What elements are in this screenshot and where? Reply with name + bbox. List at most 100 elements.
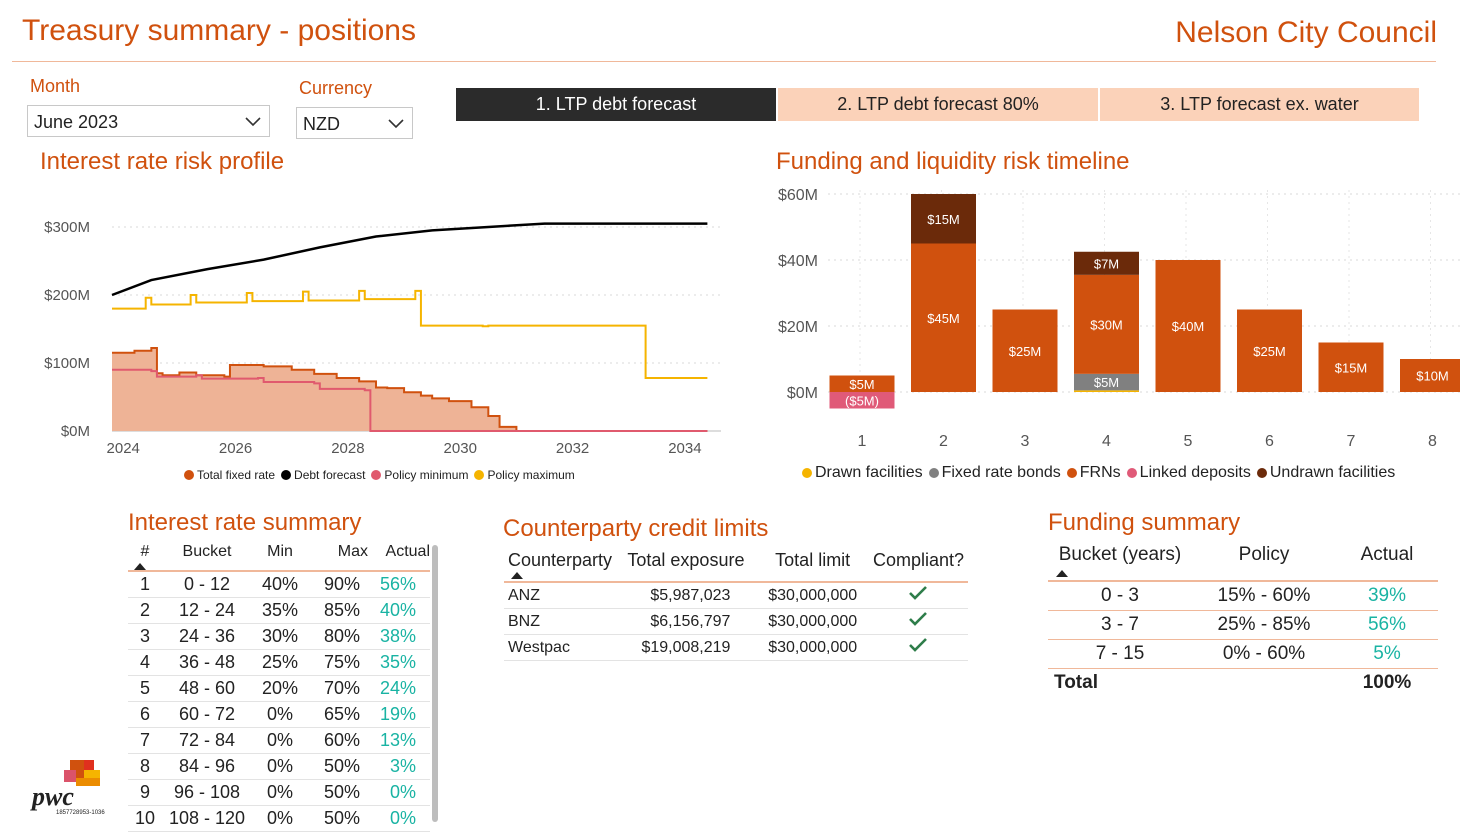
counterparty-title: Counterparty credit limits xyxy=(503,515,769,542)
counterparty-name: Westpac xyxy=(504,634,624,661)
series-line-total-fixed-rate xyxy=(112,347,708,432)
bar-frns[interactable] xyxy=(829,375,895,393)
legend-drawn-facilities: Drawn facilities xyxy=(802,464,923,482)
compliant-cell xyxy=(868,582,968,609)
bar-frns[interactable] xyxy=(1400,359,1460,392)
table-row[interactable]: 10 108 - 120 0% 50% 0% xyxy=(128,805,430,832)
bar-undrawn-facilities[interactable] xyxy=(1074,251,1139,275)
actual-cell: 56% xyxy=(368,571,430,598)
bar-frns[interactable] xyxy=(1318,342,1384,393)
data-label: ($5M) xyxy=(845,393,879,408)
funding-summary-title: Funding summary xyxy=(1048,509,1241,536)
table-row[interactable]: 3 - 7 25% - 85% 56% xyxy=(1048,610,1438,640)
x-tick-label: 2034 xyxy=(668,440,701,457)
currency-value: NZD xyxy=(303,114,340,134)
column-header-bucket[interactable]: Bucket xyxy=(182,543,232,560)
legend-label: Linked deposits xyxy=(1139,464,1251,481)
column-header-counterparty[interactable]: Counterparty xyxy=(504,550,623,582)
row-number: 2 xyxy=(128,597,162,624)
checkmark-icon xyxy=(909,612,928,626)
compliant-cell xyxy=(868,634,968,661)
column-header-number[interactable]: # xyxy=(128,543,162,571)
column-header-total-exposure[interactable]: Total exposure xyxy=(627,550,745,570)
bucket-cell: 60 - 72 xyxy=(162,701,252,728)
table-row[interactable]: 9 96 - 108 0% 50% 0% xyxy=(128,779,430,806)
tab-ltp-debt-forecast-80[interactable]: 2. LTP debt forecast 80% xyxy=(778,88,1098,121)
logo-mark-icon xyxy=(64,760,100,786)
actual-cell: 56% xyxy=(1336,610,1438,640)
data-label: $15M xyxy=(1335,360,1368,375)
bar-frns[interactable] xyxy=(911,243,976,393)
legend-dot xyxy=(371,470,382,480)
month-label: Month xyxy=(30,76,81,96)
data-label: $15M xyxy=(927,212,960,227)
max-cell: 50% xyxy=(308,753,368,780)
bar-frns[interactable] xyxy=(1074,274,1139,374)
y-tick-label: $60M xyxy=(778,187,818,204)
column-header-max[interactable]: Max xyxy=(337,543,368,560)
currency-dropdown[interactable]: NZD xyxy=(296,107,413,139)
table-row[interactable]: 2 12 - 24 35% 85% 40% xyxy=(128,597,430,624)
bar-frns[interactable] xyxy=(992,309,1058,393)
legend-total-fixed-rate: Total fixed rate xyxy=(184,468,275,482)
data-label: $10M xyxy=(1416,369,1449,384)
bucket-cell: 48 - 60 xyxy=(162,675,252,702)
table-row[interactable]: ANZ $5,987,023 $30,000,000 xyxy=(504,582,968,609)
table-row[interactable]: 4 36 - 48 25% 75% 35% xyxy=(128,649,430,676)
column-header-policy[interactable]: Policy xyxy=(1238,544,1290,565)
table-row[interactable]: 5 48 - 60 20% 70% 24% xyxy=(128,675,430,702)
interest-chart-legend: Total fixed rate Debt forecast Policy mi… xyxy=(184,468,581,482)
column-header-compliant[interactable]: Compliant? xyxy=(872,550,964,570)
bucket-years-cell: 0 - 3 xyxy=(1048,581,1192,611)
column-header-actual[interactable]: Actual xyxy=(385,543,430,560)
bar-undrawn-facilities[interactable] xyxy=(911,194,976,244)
legend-fixed-rate-bonds: Fixed rate bonds xyxy=(928,464,1061,482)
min-cell: 0% xyxy=(252,779,308,806)
logo-code: 1857728953-1036 xyxy=(56,810,105,816)
table-row[interactable]: 8 84 - 96 0% 50% 3% xyxy=(128,753,430,780)
bar-fixed-rate-bonds[interactable] xyxy=(1074,373,1139,391)
min-cell: 20% xyxy=(252,675,308,702)
table-row[interactable]: 7 - 15 0% - 60% 5% xyxy=(1048,639,1438,669)
table-row[interactable]: 0 - 3 15% - 60% 39% xyxy=(1048,581,1438,611)
sort-ascending-icon xyxy=(134,563,146,570)
bucket-cell: 72 - 84 xyxy=(162,727,252,754)
funding-liquidity-chart: $60M$40M$20M$0M $5M($5M)1$45M$15M2$25M3$… xyxy=(778,187,1460,450)
legend-label: FRNs xyxy=(1079,464,1121,481)
table-row[interactable]: Westpac $19,008,219 $30,000,000 xyxy=(504,634,968,661)
x-tick-label: 8 xyxy=(1428,433,1437,450)
table-scrollbar[interactable] xyxy=(432,545,438,822)
column-header-bucket-years[interactable]: Bucket (years) xyxy=(1048,544,1192,581)
table-row[interactable]: BNZ $6,156,797 $30,000,000 xyxy=(504,608,968,635)
policy-cell: 0% - 60% xyxy=(1192,639,1336,669)
table-row[interactable]: 6 60 - 72 0% 65% 19% xyxy=(128,701,430,728)
policy-cell: 15% - 60% xyxy=(1192,581,1336,611)
total-exposure-cell: $5,987,023 xyxy=(623,582,757,609)
month-dropdown[interactable]: June 2023 xyxy=(27,105,270,137)
tab-ltp-forecast-ex-water[interactable]: 3. LTP forecast ex. water xyxy=(1100,88,1419,121)
column-header-actual[interactable]: Actual xyxy=(1360,544,1414,565)
bar-frns[interactable] xyxy=(1237,309,1302,393)
bar-frns[interactable] xyxy=(1155,260,1221,392)
bar-linked-deposits[interactable] xyxy=(829,392,895,409)
table-row[interactable]: 3 24 - 36 30% 80% 38% xyxy=(128,623,430,650)
bucket-cell: 96 - 108 xyxy=(162,779,252,806)
sort-ascending-icon xyxy=(1056,570,1068,577)
actual-cell: 13% xyxy=(368,727,430,754)
column-header-total-limit[interactable]: Total limit xyxy=(775,550,851,570)
table-row[interactable]: 7 72 - 84 0% 60% 13% xyxy=(128,727,430,754)
column-header-min[interactable]: Min xyxy=(267,543,293,560)
tab-ltp-debt-forecast[interactable]: 1. LTP debt forecast xyxy=(456,88,776,121)
month-value: June 2023 xyxy=(34,112,119,132)
min-cell: 0% xyxy=(252,805,308,832)
funding-chart-legend: Drawn facilities Fixed rate bonds FRNs L… xyxy=(802,464,1401,482)
actual-cell: 40% xyxy=(368,597,430,624)
table-header-row: # Bucket Min Max Actual xyxy=(128,543,430,571)
table-total-row: Total 100% xyxy=(1048,669,1438,698)
legend-label: Fixed rate bonds xyxy=(941,464,1061,481)
bar-drawn-facilities[interactable] xyxy=(1074,390,1139,392)
legend-policy-maximum: Policy maximum xyxy=(474,468,575,482)
y-tick-label: $40M xyxy=(778,253,818,270)
x-tick-label: 2026 xyxy=(219,440,252,457)
